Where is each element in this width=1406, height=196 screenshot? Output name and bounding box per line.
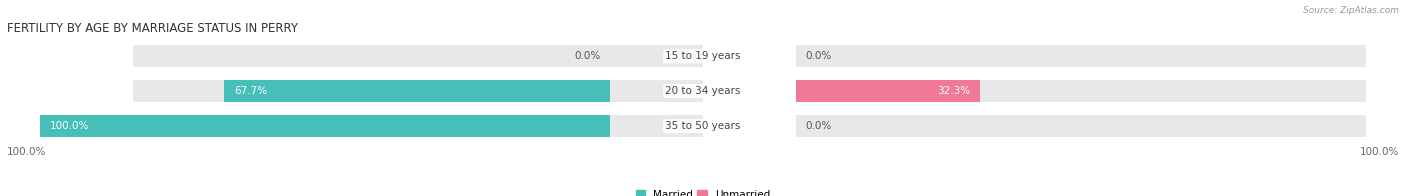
Text: 0.0%: 0.0%	[806, 51, 832, 61]
Text: 0.0%: 0.0%	[574, 51, 600, 61]
Text: 32.3%: 32.3%	[936, 86, 970, 96]
Text: 100.0%: 100.0%	[7, 147, 46, 157]
Bar	[796, 115, 1365, 137]
Bar	[134, 115, 703, 137]
Bar	[796, 45, 1365, 67]
Text: 0.0%: 0.0%	[806, 121, 832, 131]
Text: 20 to 34 years: 20 to 34 years	[665, 86, 741, 96]
Text: FERTILITY BY AGE BY MARRIAGE STATUS IN PERRY: FERTILITY BY AGE BY MARRIAGE STATUS IN P…	[7, 22, 298, 35]
Text: 100.0%: 100.0%	[51, 121, 90, 131]
Bar	[134, 45, 703, 67]
Bar	[225, 80, 610, 102]
Bar	[796, 80, 980, 102]
Text: 100.0%: 100.0%	[1360, 147, 1399, 157]
Bar	[796, 80, 1365, 102]
Text: Source: ZipAtlas.com: Source: ZipAtlas.com	[1303, 6, 1399, 15]
Text: 35 to 50 years: 35 to 50 years	[665, 121, 741, 131]
Bar	[41, 115, 610, 137]
Text: 67.7%: 67.7%	[235, 86, 267, 96]
Text: 15 to 19 years: 15 to 19 years	[665, 51, 741, 61]
Legend: Married, Unmarried: Married, Unmarried	[636, 190, 770, 196]
Bar	[134, 80, 703, 102]
